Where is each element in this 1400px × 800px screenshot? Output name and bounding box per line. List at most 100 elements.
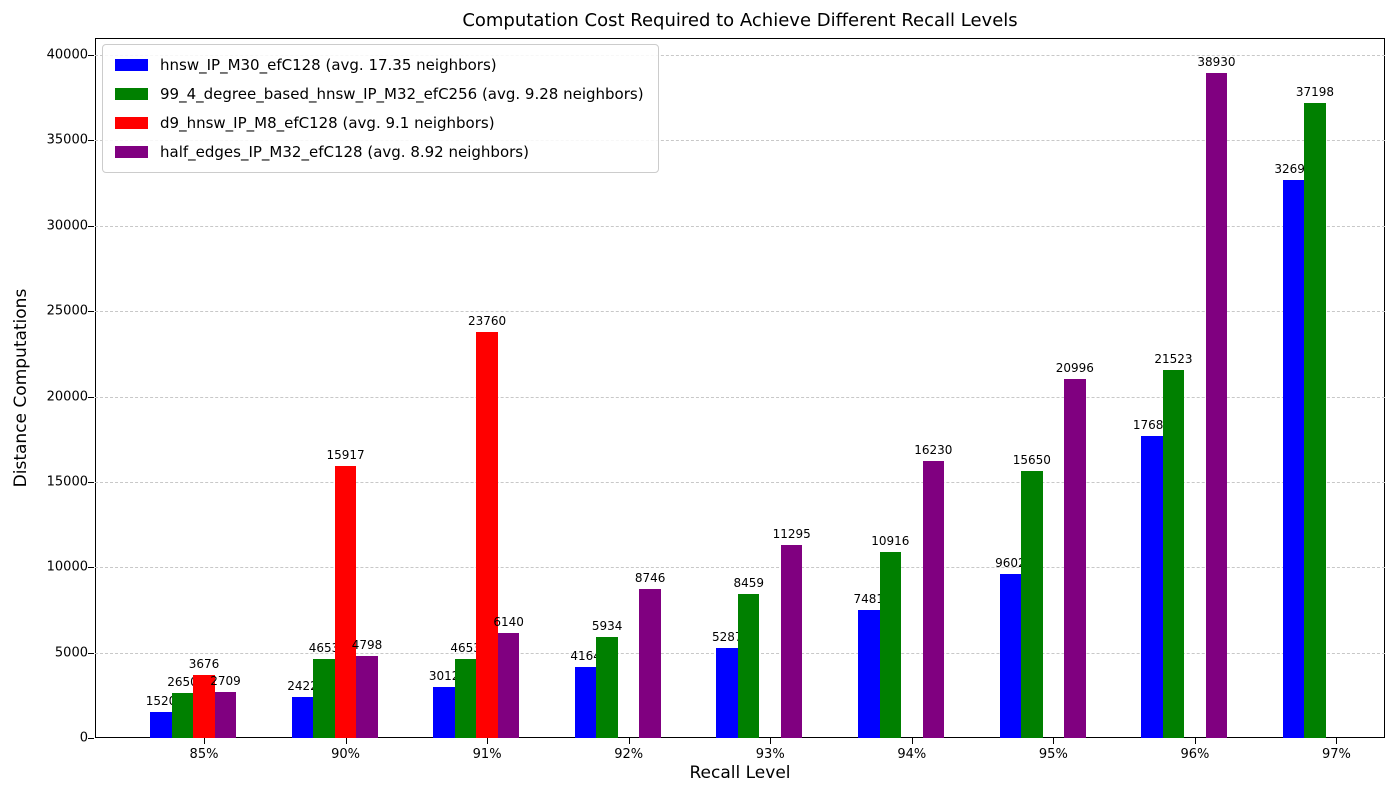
legend-swatch bbox=[115, 146, 148, 158]
bar-value-label: 10916 bbox=[871, 533, 910, 548]
bar-value-label: 38930 bbox=[1197, 55, 1236, 70]
y-tick-mark bbox=[88, 652, 94, 654]
bar-value-label: 4653 bbox=[450, 640, 481, 655]
y-tick-label: 35000 bbox=[46, 132, 88, 148]
bar-value-label: 2422 bbox=[287, 678, 318, 693]
bar-value-label: 6140 bbox=[493, 615, 524, 630]
bar bbox=[716, 647, 738, 738]
bar bbox=[1304, 102, 1326, 738]
x-tick-label: 95% bbox=[1038, 747, 1068, 762]
chart-title: Computation Cost Required to Achieve Dif… bbox=[462, 10, 1018, 31]
bar-value-label: 11295 bbox=[772, 527, 811, 542]
bar bbox=[879, 551, 902, 738]
x-tick-label: 93% bbox=[755, 747, 785, 762]
bar bbox=[1205, 73, 1228, 738]
y-tick-label: 20000 bbox=[46, 389, 88, 404]
bar bbox=[1064, 379, 1086, 738]
legend-item: d9_hnsw_IP_M8_efC128 (avg. 9.1 neighbors… bbox=[115, 112, 644, 134]
bar-value-label: 20996 bbox=[1055, 361, 1094, 376]
x-tick-mark bbox=[345, 738, 347, 744]
bar bbox=[214, 691, 237, 738]
x-axis-label: Recall Level bbox=[689, 763, 791, 783]
bar bbox=[1141, 435, 1163, 738]
bar-value-label: 15917 bbox=[326, 448, 365, 463]
x-tick-label: 92% bbox=[614, 747, 644, 762]
bar-value-label: 3676 bbox=[188, 657, 220, 672]
bar bbox=[574, 666, 597, 738]
legend-label: hnsw_IP_M30_efC128 (avg. 17.35 neighbors… bbox=[160, 56, 497, 74]
legend-item: 99_4_degree_based_hnsw_IP_M32_efC256 (av… bbox=[115, 83, 644, 105]
bar bbox=[737, 593, 760, 738]
y-tick-mark bbox=[88, 567, 94, 569]
bar-value-label: 4798 bbox=[351, 638, 383, 653]
bar bbox=[356, 656, 378, 738]
y-tick-mark bbox=[88, 140, 94, 142]
bar bbox=[999, 574, 1022, 738]
x-tick-mark bbox=[628, 738, 630, 744]
y-tick-mark bbox=[88, 481, 94, 483]
bar bbox=[858, 610, 880, 738]
bar-value-label: 8459 bbox=[733, 575, 765, 590]
bar-value-label: 5287 bbox=[711, 629, 743, 644]
bar bbox=[433, 686, 455, 738]
bar bbox=[334, 466, 357, 738]
y-tick-label: 40000 bbox=[46, 47, 88, 63]
bar-value-label: 7481 bbox=[853, 592, 885, 607]
x-tick-label: 85% bbox=[189, 747, 219, 762]
y-tick-label: 10000 bbox=[46, 559, 88, 575]
y-tick-label: 15000 bbox=[46, 474, 88, 490]
bar-value-label: 4164 bbox=[570, 648, 601, 663]
x-tick-mark bbox=[1336, 738, 1338, 744]
bar bbox=[1021, 470, 1043, 738]
bar-value-label: 2709 bbox=[210, 673, 241, 688]
legend: hnsw_IP_M30_efC128 (avg. 17.35 neighbors… bbox=[102, 44, 659, 173]
y-tick-mark bbox=[88, 225, 94, 227]
legend-label: 99_4_degree_based_hnsw_IP_M32_efC256 (av… bbox=[160, 85, 644, 103]
legend-item: half_edges_IP_M32_efC128 (avg. 8.92 neig… bbox=[115, 141, 644, 163]
x-tick-mark bbox=[770, 738, 772, 744]
x-tick-mark bbox=[487, 738, 489, 744]
bar bbox=[193, 675, 215, 738]
bar bbox=[476, 332, 498, 738]
x-tick-label: 90% bbox=[331, 747, 360, 762]
legend-label: d9_hnsw_IP_M8_efC128 (avg. 9.1 neighbors… bbox=[160, 114, 495, 132]
gridline bbox=[95, 311, 1385, 313]
gridline bbox=[95, 481, 1385, 483]
gridline bbox=[95, 567, 1385, 569]
bar bbox=[1162, 370, 1185, 738]
x-tick-mark bbox=[1053, 738, 1055, 744]
legend-swatch bbox=[115, 117, 148, 129]
bar-value-label: 1520 bbox=[145, 694, 177, 709]
x-tick-mark bbox=[204, 738, 205, 744]
x-tick-label: 97% bbox=[1322, 747, 1351, 762]
gridline bbox=[95, 140, 1385, 142]
bar-value-label: 17689 bbox=[1132, 417, 1171, 432]
y-tick-label: 5000 bbox=[54, 645, 88, 661]
bar-value-label: 3012 bbox=[428, 668, 460, 683]
bar-value-label: 16230 bbox=[914, 442, 953, 457]
bar-value-label: 15650 bbox=[1012, 452, 1051, 467]
y-tick-label: 0 bbox=[79, 730, 88, 746]
bar-value-label: 23760 bbox=[468, 314, 507, 329]
bar bbox=[1282, 179, 1305, 738]
gridline bbox=[95, 55, 1385, 56]
x-tick-mark bbox=[1194, 738, 1196, 744]
bar-value-label: 21523 bbox=[1154, 352, 1193, 367]
y-tick-label: 30000 bbox=[46, 218, 88, 234]
y-tick-mark bbox=[88, 738, 94, 739]
y-tick-mark bbox=[88, 396, 94, 398]
legend-label: half_edges_IP_M32_efC128 (avg. 8.92 neig… bbox=[160, 143, 529, 161]
bar bbox=[291, 696, 314, 738]
x-tick-label: 91% bbox=[472, 747, 502, 762]
bar bbox=[780, 545, 803, 738]
legend-swatch bbox=[115, 88, 148, 100]
bar bbox=[922, 460, 945, 738]
legend-item: hnsw_IP_M30_efC128 (avg. 17.35 neighbors… bbox=[115, 54, 644, 76]
bar bbox=[313, 658, 335, 738]
bar-value-label: 32692 bbox=[1274, 161, 1313, 176]
gridline bbox=[95, 396, 1385, 398]
bar-value-label: 5934 bbox=[591, 618, 623, 633]
bar bbox=[454, 658, 477, 738]
bar bbox=[639, 588, 661, 738]
bar bbox=[150, 712, 172, 738]
